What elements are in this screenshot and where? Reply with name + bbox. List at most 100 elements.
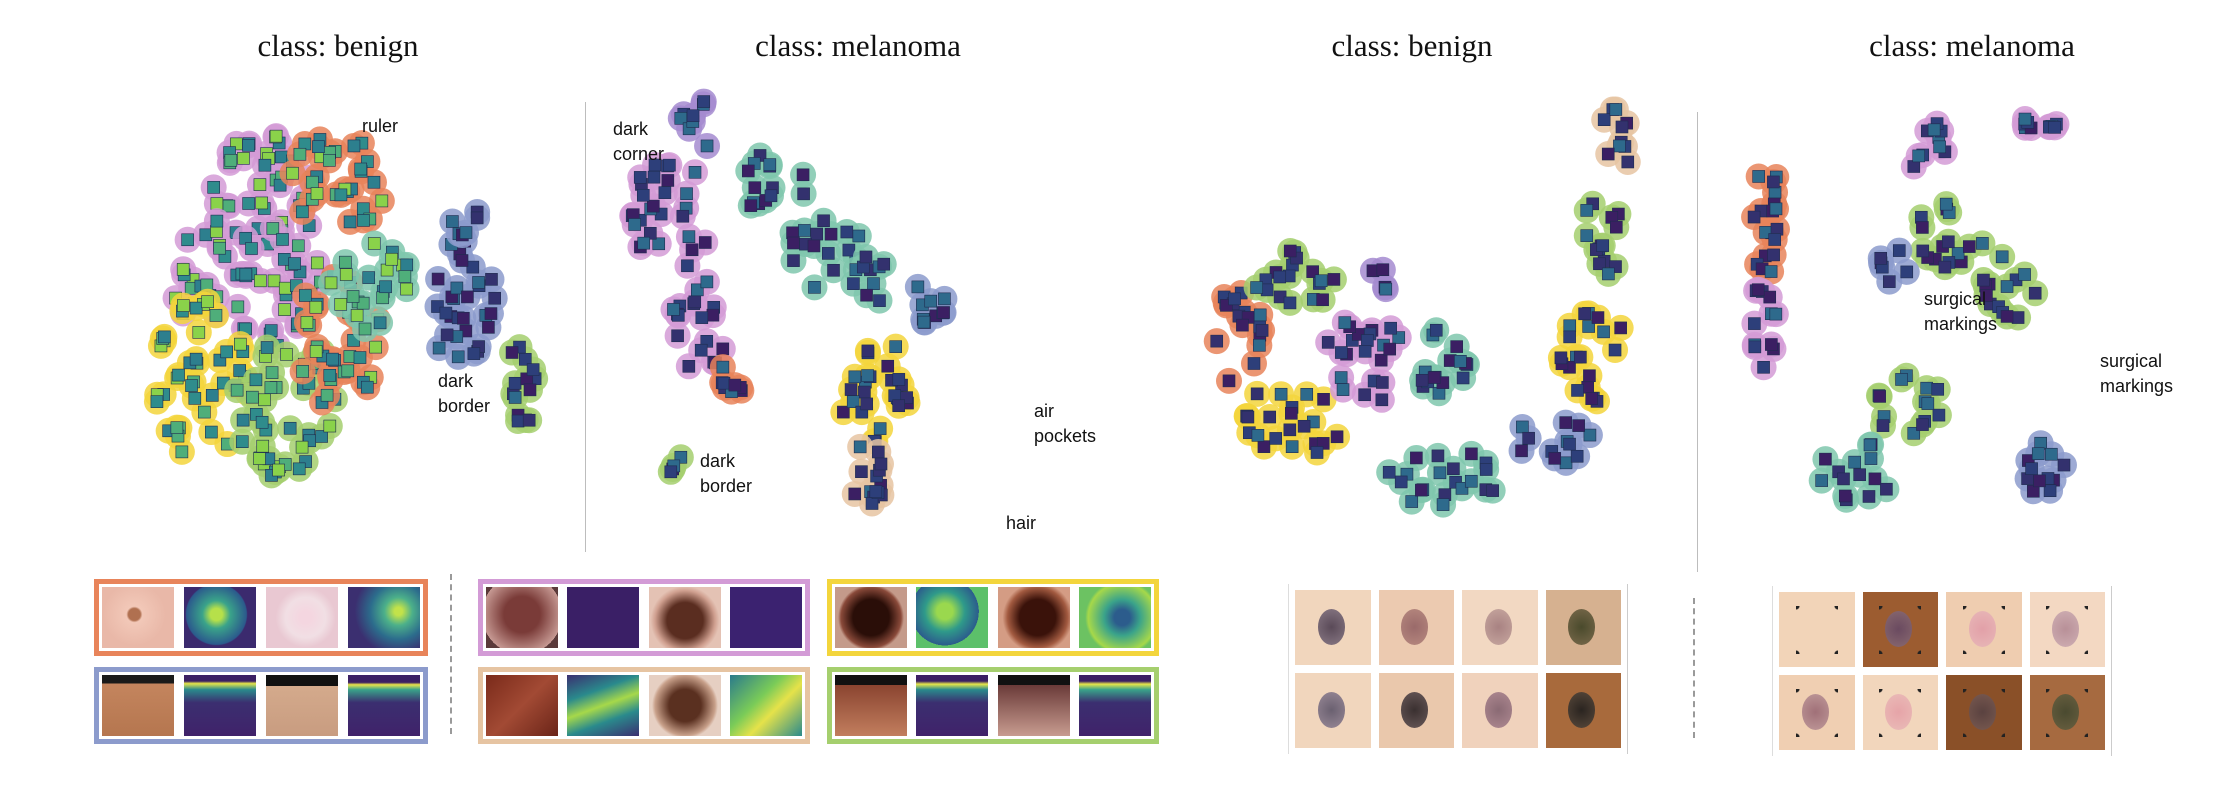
thumbnail-mark	[1548, 452, 1562, 465]
thumbnail-mark	[2018, 268, 2031, 281]
thumbnail-mark	[170, 421, 184, 434]
blue2-cluster	[2014, 430, 2077, 505]
thumbnail-mark	[1916, 244, 1930, 258]
thumbnail-mark	[1273, 270, 1287, 284]
thumbnail-mark	[827, 263, 840, 277]
thumbnail-mark	[439, 306, 453, 320]
thumbnail-mark	[637, 236, 651, 250]
thumbnail-mark	[1559, 416, 1573, 429]
thumbnail-mark	[1316, 293, 1329, 307]
label-air-pockets: air pockets	[1034, 401, 1097, 446]
thumbnail-mark	[522, 413, 536, 427]
thumbnail-mark	[1563, 437, 1576, 451]
thumbnail-mark	[472, 276, 485, 289]
thumbnail-mark	[810, 227, 824, 241]
thumbnail-mark	[1376, 263, 1390, 277]
thumbnail-mark	[450, 281, 464, 295]
thumbnail-mark	[1819, 452, 1832, 466]
heatmap-air-pockets-1	[916, 587, 989, 648]
thumbnail-mark	[1582, 320, 1595, 333]
thumbnail-mark	[1433, 466, 1447, 480]
lesion-spot	[1317, 608, 1345, 645]
thumbnail-mark	[380, 263, 394, 277]
lesion-spot	[1568, 691, 1596, 728]
teal2-cluster	[1376, 440, 1506, 518]
thumbnail-mark	[706, 308, 720, 322]
thumbnail-mark	[763, 158, 777, 171]
thumbnail-mark	[865, 497, 879, 510]
thumbnail-mark	[633, 171, 647, 184]
thumbnail-mark	[1597, 113, 1611, 126]
thumbnail-mark	[222, 199, 236, 213]
thumbnail-mark	[861, 369, 874, 382]
thumbnail-mark	[663, 158, 676, 172]
thumbnail-mark	[1921, 397, 1935, 410]
thumbnail-mark	[400, 282, 413, 296]
thumbnail-mark	[264, 381, 278, 394]
thumbnail-mark	[1251, 429, 1265, 442]
surgical-marks	[1962, 605, 2005, 654]
thumbnail-mark	[189, 352, 203, 366]
thumbnail-mark	[296, 365, 309, 378]
thumbnail-mark	[245, 390, 259, 404]
thumbnail-mark	[717, 376, 731, 390]
thumbnail-mark	[1358, 345, 1372, 358]
thumbnail-mark	[1432, 386, 1446, 400]
thumbnail-mark	[1210, 334, 1224, 348]
thumbnail-mark	[1572, 419, 1585, 432]
thumbnail-mark	[254, 274, 267, 288]
thumbnail-mark	[2000, 310, 2014, 323]
thumbnail-mark	[1257, 440, 1271, 453]
thumbnail-mark	[176, 262, 190, 276]
scatter-benign-left	[143, 123, 549, 489]
thumbnail-mark	[233, 364, 246, 377]
label-hair: hair	[1006, 513, 1037, 533]
thumbnail-mark	[861, 344, 875, 358]
lesion-spot	[1568, 608, 1596, 645]
thumbnail-mark	[376, 291, 389, 305]
thumbnail-mark	[676, 209, 690, 223]
thumbnail-mark	[1752, 170, 1765, 183]
thumbnail-mark	[457, 311, 470, 325]
thumbnail-mark	[1450, 340, 1463, 353]
thumbnail-mark	[1583, 369, 1596, 383]
teal-cluster	[318, 230, 420, 342]
lesion-spot	[1484, 691, 1512, 728]
grid-image	[1545, 590, 1621, 665]
thumbnail-mark	[1274, 387, 1288, 401]
thumbnail-mark	[283, 421, 297, 435]
thumbnail-mark	[1938, 260, 1952, 274]
heatmap-hair-2	[729, 675, 802, 736]
thumbnail-mark	[1765, 338, 1778, 351]
thumb-ruler-1	[102, 587, 174, 648]
label-surgical-markings-1: surgical markings	[1924, 289, 1998, 334]
thumbnail-mark	[2000, 280, 2014, 293]
thumbnail-mark	[1927, 123, 1941, 137]
thumbnail-mark	[357, 214, 370, 227]
thumbnail-mark	[847, 277, 860, 290]
thumbnail-mark	[937, 306, 950, 319]
thumbnail-mark	[324, 276, 338, 290]
thumbnail-mark	[256, 439, 270, 453]
thumbnail-mark	[872, 445, 885, 459]
teal-cluster	[735, 142, 817, 219]
thumbnail-mark	[278, 303, 291, 316]
thumbnail-mark	[1907, 160, 1921, 173]
thumbnail-mark	[431, 272, 445, 286]
thumbnail-mark	[239, 267, 253, 281]
thumbnail-mark	[1995, 250, 2009, 264]
green2-cluster	[1573, 190, 1632, 287]
thumbnail-mark	[523, 383, 537, 397]
thumbnail-mark	[664, 465, 678, 479]
thumbnail-mark	[1310, 446, 1324, 459]
thumbnail-mark	[265, 366, 279, 379]
thumbnail-mark	[210, 214, 224, 228]
thumbnail-mark	[269, 129, 283, 143]
thumbnail-mark	[1767, 248, 1780, 262]
thumbnail-mark	[1895, 373, 1908, 386]
thumbnail-mark	[1486, 484, 1499, 497]
thumbnail-mark	[892, 373, 906, 386]
thumbnail-mark	[661, 174, 675, 187]
thumbnail-mark	[1942, 235, 1955, 249]
thumbnail-mark	[1597, 325, 1610, 339]
